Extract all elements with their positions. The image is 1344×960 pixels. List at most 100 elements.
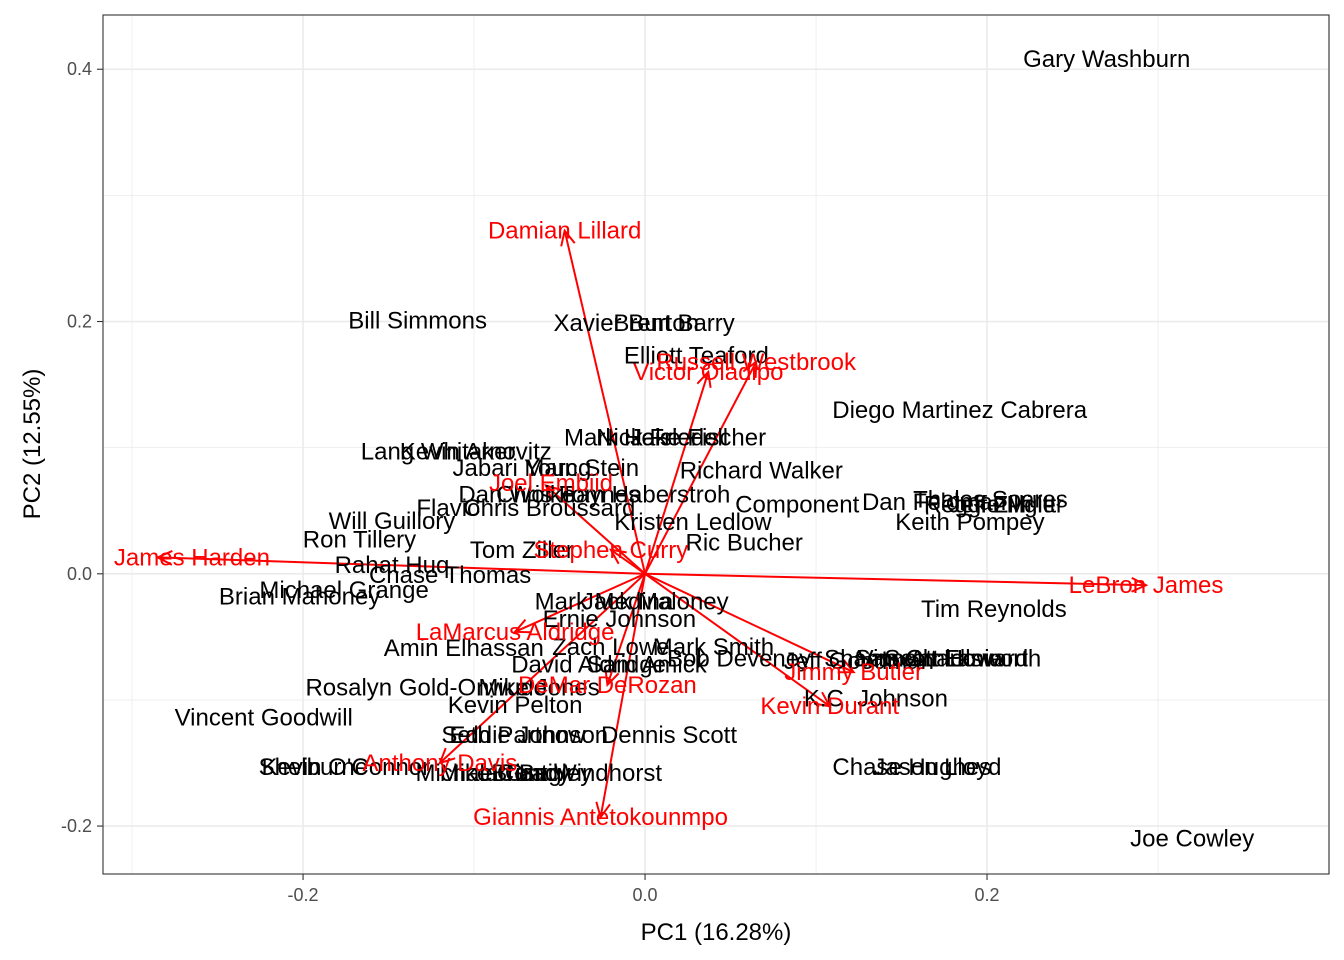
loading-label: Joel Embiid bbox=[489, 470, 613, 497]
point-label: Kristen Ledlow bbox=[614, 509, 772, 536]
y-tick-label: 0.0 bbox=[67, 564, 92, 584]
loading-label: LeBron James bbox=[1069, 572, 1224, 599]
point-label: Mike Conti bbox=[440, 760, 553, 787]
point-label: Nick Friedell bbox=[596, 425, 728, 452]
point-label: David Aldridge bbox=[511, 652, 666, 679]
loading-arrow bbox=[563, 230, 647, 575]
loading-arrow bbox=[545, 484, 646, 575]
point-label: Amin Elhassan bbox=[384, 635, 544, 662]
loading-arrow bbox=[599, 573, 647, 818]
point-label: Sam Amico bbox=[855, 645, 976, 672]
point-label: Dennis Scott bbox=[601, 722, 737, 749]
point-label: Brian Windhorst bbox=[491, 760, 662, 787]
point-label: Joe Cowley bbox=[1130, 826, 1254, 853]
loading-arrow bbox=[645, 572, 1147, 587]
loading-arrowhead bbox=[608, 548, 627, 565]
point-label: Component bbox=[735, 491, 859, 518]
point-label: Jeff Zillgitt bbox=[949, 491, 1057, 518]
y-tick-label: -0.2 bbox=[61, 816, 92, 836]
point-label: Vincent Ellsworth bbox=[858, 645, 1042, 672]
point-label: Thales Soares bbox=[913, 486, 1068, 513]
loading-arrowhead bbox=[544, 483, 562, 501]
loading-arrow bbox=[439, 573, 646, 764]
x-tick-label: -0.2 bbox=[288, 885, 319, 905]
loading-label: Giannis Antetokounmpo bbox=[473, 804, 728, 831]
minor-gridlines bbox=[103, 15, 1329, 874]
point-label: Mark Smith bbox=[653, 634, 774, 661]
point-label: Tim Reynolds bbox=[921, 596, 1067, 623]
loading-arrowhead bbox=[595, 801, 611, 820]
point-label: Jason Lloyd bbox=[873, 754, 1001, 781]
point-label: Kevin O'Connor bbox=[261, 754, 430, 781]
loading-label: Jimmy Butler bbox=[784, 659, 923, 686]
point-label: Gary Washburn bbox=[1023, 46, 1190, 73]
loading-arrow bbox=[157, 556, 646, 575]
loading-label: Stephen Curry bbox=[533, 537, 688, 564]
y-tick-label: 0.4 bbox=[67, 59, 92, 79]
point-label: Michael Grady bbox=[415, 760, 570, 787]
point-label: Diego Martinez Cabrera bbox=[832, 397, 1087, 424]
point-label: Mark Heisler bbox=[564, 425, 699, 452]
loading-arrowhead bbox=[512, 618, 532, 634]
point-label: Flavio bbox=[416, 495, 480, 522]
point-label: Mark Medina bbox=[535, 589, 674, 616]
loading-arrowhead bbox=[1131, 576, 1149, 593]
point-label: Zach Lowe bbox=[552, 634, 669, 661]
x-axis: -0.2 0.0 0.2 bbox=[288, 874, 1000, 905]
point-label: Reggie Miller bbox=[924, 491, 1064, 518]
point-label: Brian Mahoney bbox=[219, 583, 380, 610]
loading-arrow bbox=[644, 361, 758, 575]
point-label: Ric Bucher bbox=[686, 529, 803, 556]
point-label: Jack Maloney bbox=[582, 589, 729, 616]
y-tick-label: 0.2 bbox=[67, 312, 92, 332]
loading-arrowhead bbox=[742, 359, 758, 378]
point-label: Rahat Huq bbox=[335, 552, 450, 579]
point-label: Keith Pompey bbox=[895, 509, 1044, 536]
y-axis: -0.2 0.0 0.2 0.4 bbox=[61, 59, 103, 836]
loading-label: Anthony Davis bbox=[362, 750, 517, 777]
loading-label: Victor Oladipo bbox=[633, 359, 783, 386]
point-label: Tom Ziller bbox=[470, 537, 574, 564]
point-label: Lang Whitaker bbox=[361, 438, 516, 465]
point-label: Kevin Arnovitz bbox=[400, 438, 552, 465]
point-label: Seth Partnow bbox=[441, 722, 586, 749]
point-label: Bill Simmons bbox=[348, 307, 487, 334]
loading-arrow bbox=[644, 572, 855, 674]
point-label: Scott Howard bbox=[884, 645, 1028, 672]
point-label: Marc Stein bbox=[524, 455, 639, 482]
loading-arrowhead bbox=[560, 228, 576, 247]
loading-label: Kevin Durant bbox=[760, 693, 899, 720]
point-label: K.C. Johnson bbox=[804, 686, 948, 713]
point-label: Vincent Goodwill bbox=[175, 705, 353, 732]
point-label: Chris Haynes bbox=[496, 481, 640, 508]
point-label: Rosalyn Gold-Onwude bbox=[305, 674, 546, 701]
panel-border bbox=[102, 14, 1330, 875]
loading-vectors bbox=[155, 228, 1149, 820]
loading-arrowhead bbox=[837, 659, 856, 674]
point-label: Jake Fischer bbox=[630, 425, 766, 452]
point-label: Ian Begley bbox=[479, 760, 592, 787]
point-label: Dan Woike bbox=[458, 481, 575, 508]
loading-arrowhead bbox=[813, 691, 832, 708]
point-label: Brent Barry bbox=[613, 310, 734, 337]
point-label: Jabari Young bbox=[453, 455, 592, 482]
x-axis-title: PC1 (16.28%) bbox=[641, 919, 792, 946]
loading-arrowhead bbox=[155, 550, 173, 566]
point-label: Eddie Johnson bbox=[449, 722, 608, 749]
loading-label: Damian Lillard bbox=[488, 218, 641, 245]
x-tick-label: 0.2 bbox=[975, 885, 1000, 905]
loading-arrow bbox=[610, 549, 646, 575]
point-label: Jeff Goodman bbox=[784, 648, 934, 675]
point-label: Ron Tillery bbox=[303, 527, 416, 554]
point-label: Bob Deveney bbox=[667, 645, 811, 672]
loading-label: James Harden bbox=[114, 544, 270, 571]
loading-arrow bbox=[644, 572, 831, 708]
x-tick-label: 0.0 bbox=[633, 885, 658, 905]
point-label: Chris Broussard bbox=[463, 495, 635, 522]
point-label: Richard Walker bbox=[680, 457, 843, 484]
point-label: Chase Thomas bbox=[369, 562, 531, 589]
point-label: Dan Feldman bbox=[862, 489, 1006, 516]
